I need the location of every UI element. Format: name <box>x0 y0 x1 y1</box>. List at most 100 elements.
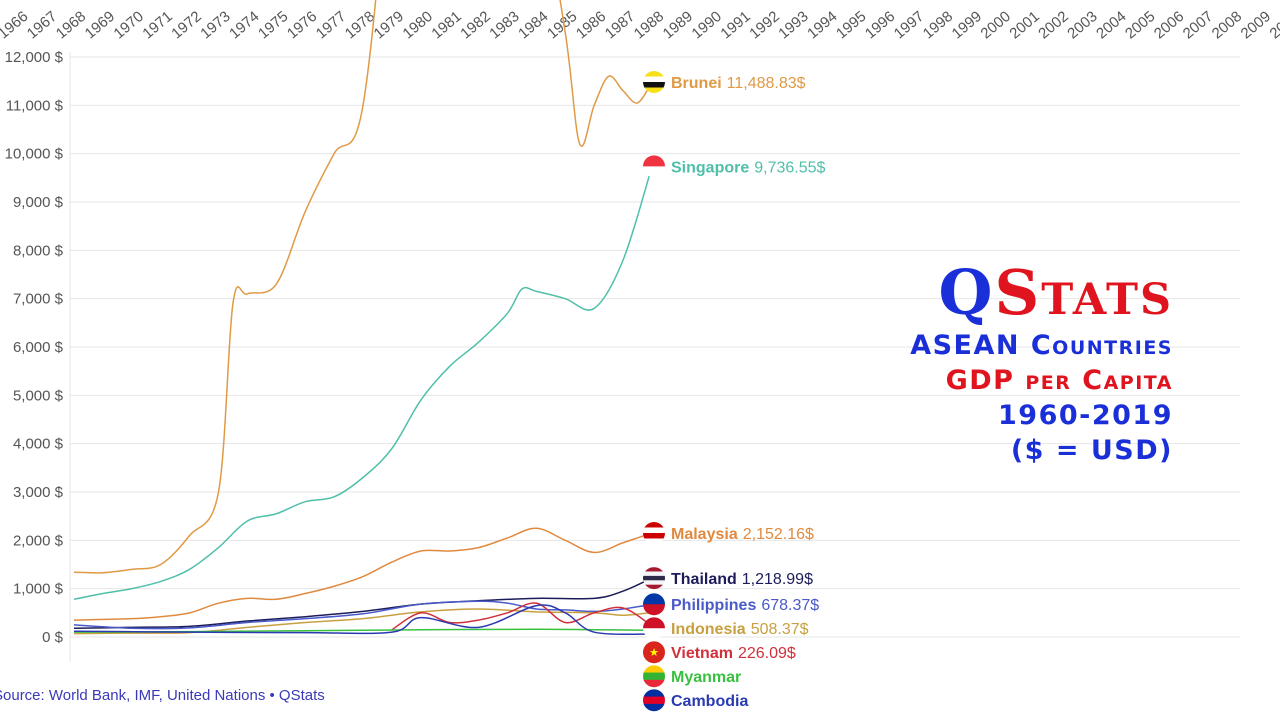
series-name: Malaysia <box>671 526 738 543</box>
x-tick-label: 2003 <box>1064 8 1100 42</box>
y-tick-label: 4,000 $ <box>13 436 64 453</box>
x-tick-label: 1996 <box>862 8 898 42</box>
x-tick-label: 1976 <box>284 8 320 42</box>
series-line-philippines <box>73 600 653 630</box>
x-tick-label: 1977 <box>313 8 349 42</box>
y-tick-label: 10,000 $ <box>5 146 64 163</box>
x-tick-label: 1992 <box>746 8 782 42</box>
x-tick-label: 1975 <box>255 8 291 42</box>
series-name: Myanmar <box>671 669 741 686</box>
series-name: Cambodia <box>671 693 748 710</box>
title-line-2: GDP per Capita <box>945 365 1173 396</box>
x-tick-label: 1974 <box>226 8 262 42</box>
flag-icon-philippines <box>643 593 665 616</box>
x-tick-label: 1991 <box>717 8 753 42</box>
series-name: Vietnam <box>671 645 733 662</box>
series-value: 9,736.55$ <box>754 159 825 176</box>
x-tick-label: 1966 <box>0 8 31 42</box>
x-tick-label: 1979 <box>371 8 407 42</box>
y-tick-label: 9,000 $ <box>13 194 64 211</box>
x-tick-label: 1998 <box>920 8 956 42</box>
series-value: 2,152.16$ <box>743 526 814 543</box>
x-tick-label: 2008 <box>1209 8 1245 42</box>
x-tick-label: 1971 <box>139 8 175 42</box>
series-line-cambodia <box>73 604 653 636</box>
title-line-3: 1960-2019 <box>998 400 1173 431</box>
series-line-malaysia <box>73 527 653 621</box>
x-tick-label: 1999 <box>949 8 985 42</box>
series-name: Thailand <box>671 571 737 588</box>
x-tick-label: 1993 <box>775 8 811 42</box>
y-tick-label: 8,000 $ <box>13 242 64 259</box>
series-value: 1,218.99$ <box>742 571 813 588</box>
x-tick-label: 1984 <box>515 8 551 42</box>
flag-icon-myanmar <box>643 665 665 688</box>
x-tick-label: 1980 <box>400 8 436 42</box>
series-line-singapore <box>73 166 653 601</box>
x-tick-label: 2007 <box>1180 8 1216 42</box>
series-value: 11,488.83$ <box>727 75 806 92</box>
title-line-4: ($ = USD) <box>1010 435 1173 466</box>
y-tick-label: 7,000 $ <box>13 291 64 308</box>
series-name: Indonesia <box>671 621 746 638</box>
y-tick-label: 11,000 $ <box>6 97 64 114</box>
series-line-brunei <box>73 0 653 574</box>
logo-q: Q <box>938 256 995 329</box>
y-tick-label: 5,000 $ <box>13 387 64 404</box>
x-tick-label: 1990 <box>689 8 725 42</box>
x-tick-label: 2002 <box>1035 8 1071 42</box>
x-tick-label: 1983 <box>486 8 522 42</box>
x-tick-label: 1987 <box>602 8 638 42</box>
series-value: 508.37$ <box>751 621 809 638</box>
y-tick-label: 0 $ <box>42 629 64 646</box>
x-tick-label: 1988 <box>631 8 667 42</box>
flag-icon-thailand <box>643 567 665 590</box>
series-label: Vietnam 226.09$ <box>671 645 796 662</box>
y-tick-label: 3,000 $ <box>13 484 64 501</box>
flag-icon-vietnam: ★ <box>643 641 665 664</box>
x-tick-label: 1982 <box>457 8 493 42</box>
series-label: Singapore 9,736.55$ <box>671 159 826 176</box>
qstats-logo: QStats <box>910 262 1173 324</box>
series-label: Myanmar <box>671 669 741 686</box>
x-tick-label: 1968 <box>53 8 89 42</box>
x-tick-label: 1994 <box>804 8 840 42</box>
x-tick-label: 1973 <box>197 8 233 42</box>
series-label: Cambodia <box>671 693 748 710</box>
series-value: 678.37$ <box>761 597 819 614</box>
series-line-thailand <box>73 577 653 630</box>
y-tick-label: 1,000 $ <box>13 581 64 598</box>
series-label: Malaysia 2,152.16$ <box>671 526 814 543</box>
series-value: 226.09$ <box>738 645 796 662</box>
title-line-1: ASEAN Countries <box>910 330 1173 361</box>
y-tick-label: 2,000 $ <box>13 532 64 549</box>
x-tick-label: 2005 <box>1122 8 1158 42</box>
series-line-vietnam <box>391 602 653 631</box>
flag-icon-singapore <box>643 155 665 178</box>
flag-icon-brunei <box>643 71 665 93</box>
flag-icon-malaysia <box>643 521 665 544</box>
x-tick-label: 2004 <box>1093 8 1129 42</box>
series-label: Thailand 1,218.99$ <box>671 571 813 588</box>
series-name: Singapore <box>671 159 749 176</box>
x-tick-label: 1981 <box>428 8 464 42</box>
series-label: Indonesia 508.37$ <box>671 621 809 638</box>
svg-text:★: ★ <box>649 647 659 659</box>
series-name: Brunei <box>671 75 722 92</box>
x-tick-label: 1972 <box>168 8 204 42</box>
y-tick-label: 12,000 $ <box>5 49 64 66</box>
x-tick-label: 1970 <box>111 8 147 42</box>
flag-icon-cambodia <box>643 689 665 712</box>
y-tick-label: 6,000 $ <box>13 339 64 356</box>
x-tick-label: 1986 <box>573 8 609 42</box>
x-tick-label: 2001 <box>1006 8 1042 42</box>
logo-stats: Stats <box>994 256 1173 329</box>
x-tick-label: 1969 <box>82 8 118 42</box>
x-tick-label: 1995 <box>833 8 869 42</box>
x-tick-label: 1967 <box>24 8 60 42</box>
x-tick-label: 1997 <box>891 8 927 42</box>
series-label: Brunei 11,488.83$ <box>671 75 806 92</box>
flag-icon-indonesia <box>643 617 665 640</box>
series-label: Philippines 678.37$ <box>671 597 819 614</box>
